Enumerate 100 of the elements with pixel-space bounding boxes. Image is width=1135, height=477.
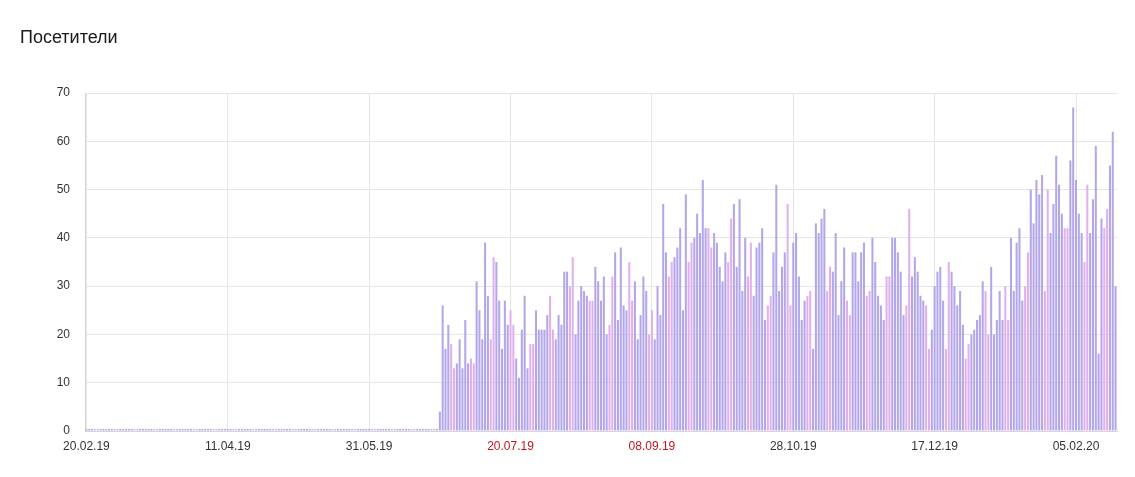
bar (976, 319, 979, 431)
bar (458, 339, 461, 431)
bar (503, 300, 506, 431)
bar (447, 324, 450, 431)
bar (566, 271, 569, 431)
bar (749, 242, 752, 431)
bar (806, 295, 809, 431)
bar (472, 363, 475, 431)
bar (939, 266, 942, 431)
bar (783, 252, 786, 431)
bar (701, 179, 704, 431)
bar (441, 305, 444, 431)
bar (868, 290, 871, 431)
bar (583, 290, 586, 431)
bar (1041, 175, 1044, 431)
bar (823, 208, 826, 431)
bar (696, 213, 699, 431)
bar (738, 199, 741, 431)
bar (602, 276, 605, 431)
bar (585, 295, 588, 431)
bar (803, 300, 806, 431)
bar (998, 290, 1001, 431)
bar (843, 247, 846, 431)
bar (769, 295, 772, 431)
chart-title: Посетители (20, 27, 118, 47)
bar (450, 344, 453, 431)
bar (888, 276, 891, 431)
bar (908, 208, 911, 431)
bar (495, 262, 498, 431)
bar (557, 315, 560, 431)
bar (1035, 179, 1038, 431)
bar (984, 290, 987, 431)
bar (845, 300, 848, 431)
bar (1018, 228, 1021, 431)
bar (959, 290, 962, 431)
bar (679, 228, 682, 431)
x-tick-label: 11.04.19 (204, 438, 252, 453)
bar (628, 262, 631, 431)
bar (922, 300, 925, 431)
bar (925, 305, 928, 431)
bar (1106, 208, 1109, 431)
x-tick-label: 20.02.19 (63, 438, 111, 453)
bar (814, 223, 817, 431)
y-tick-label: 10 (56, 375, 71, 390)
bar (829, 266, 832, 431)
bar (580, 286, 583, 431)
bar (981, 281, 984, 431)
bar (515, 358, 518, 431)
bar (1029, 189, 1032, 431)
y-tick-label: 40 (56, 230, 71, 245)
bar (950, 271, 953, 431)
bar (540, 329, 543, 431)
bar (730, 218, 733, 431)
bar (724, 252, 727, 431)
x-tick-label: 28.10.19 (769, 438, 817, 453)
bar (1063, 228, 1066, 431)
bar (755, 247, 758, 431)
bar (549, 295, 552, 431)
bar (1086, 184, 1089, 431)
x-tick-label: 05.02.20 (1052, 438, 1100, 453)
bar (761, 228, 764, 431)
bar (588, 300, 591, 431)
bar (532, 344, 535, 431)
y-tick-label: 30 (56, 278, 71, 293)
bar (885, 276, 888, 431)
bar (484, 242, 487, 431)
bar (594, 266, 597, 431)
bar (967, 344, 970, 431)
bar (809, 290, 812, 431)
x-tick-label: 31.05.19 (345, 438, 393, 453)
bar (1026, 252, 1029, 431)
bar (611, 276, 614, 431)
y-tick-label: 0 (63, 423, 71, 438)
bar (642, 276, 645, 431)
bar (475, 281, 478, 431)
bar (656, 286, 659, 431)
bar (1004, 286, 1007, 431)
bar (662, 204, 665, 431)
bar (871, 237, 874, 431)
bar (523, 295, 526, 431)
bar (509, 310, 512, 431)
bar (891, 237, 894, 431)
bar (1066, 228, 1069, 431)
bar (464, 319, 467, 431)
bar (571, 257, 574, 431)
bar (614, 252, 617, 431)
bar (947, 262, 950, 431)
bar (1072, 107, 1075, 431)
bar (563, 271, 566, 431)
bar (990, 266, 993, 431)
bar (1094, 146, 1097, 431)
y-tick-label: 50 (56, 181, 71, 196)
bar (795, 233, 798, 431)
bar (913, 257, 916, 431)
bar (894, 237, 897, 431)
bar (854, 252, 857, 431)
x-tick-label: 17.12.19 (911, 438, 959, 453)
bar (865, 295, 868, 431)
bar (670, 262, 673, 431)
bar (619, 247, 622, 431)
